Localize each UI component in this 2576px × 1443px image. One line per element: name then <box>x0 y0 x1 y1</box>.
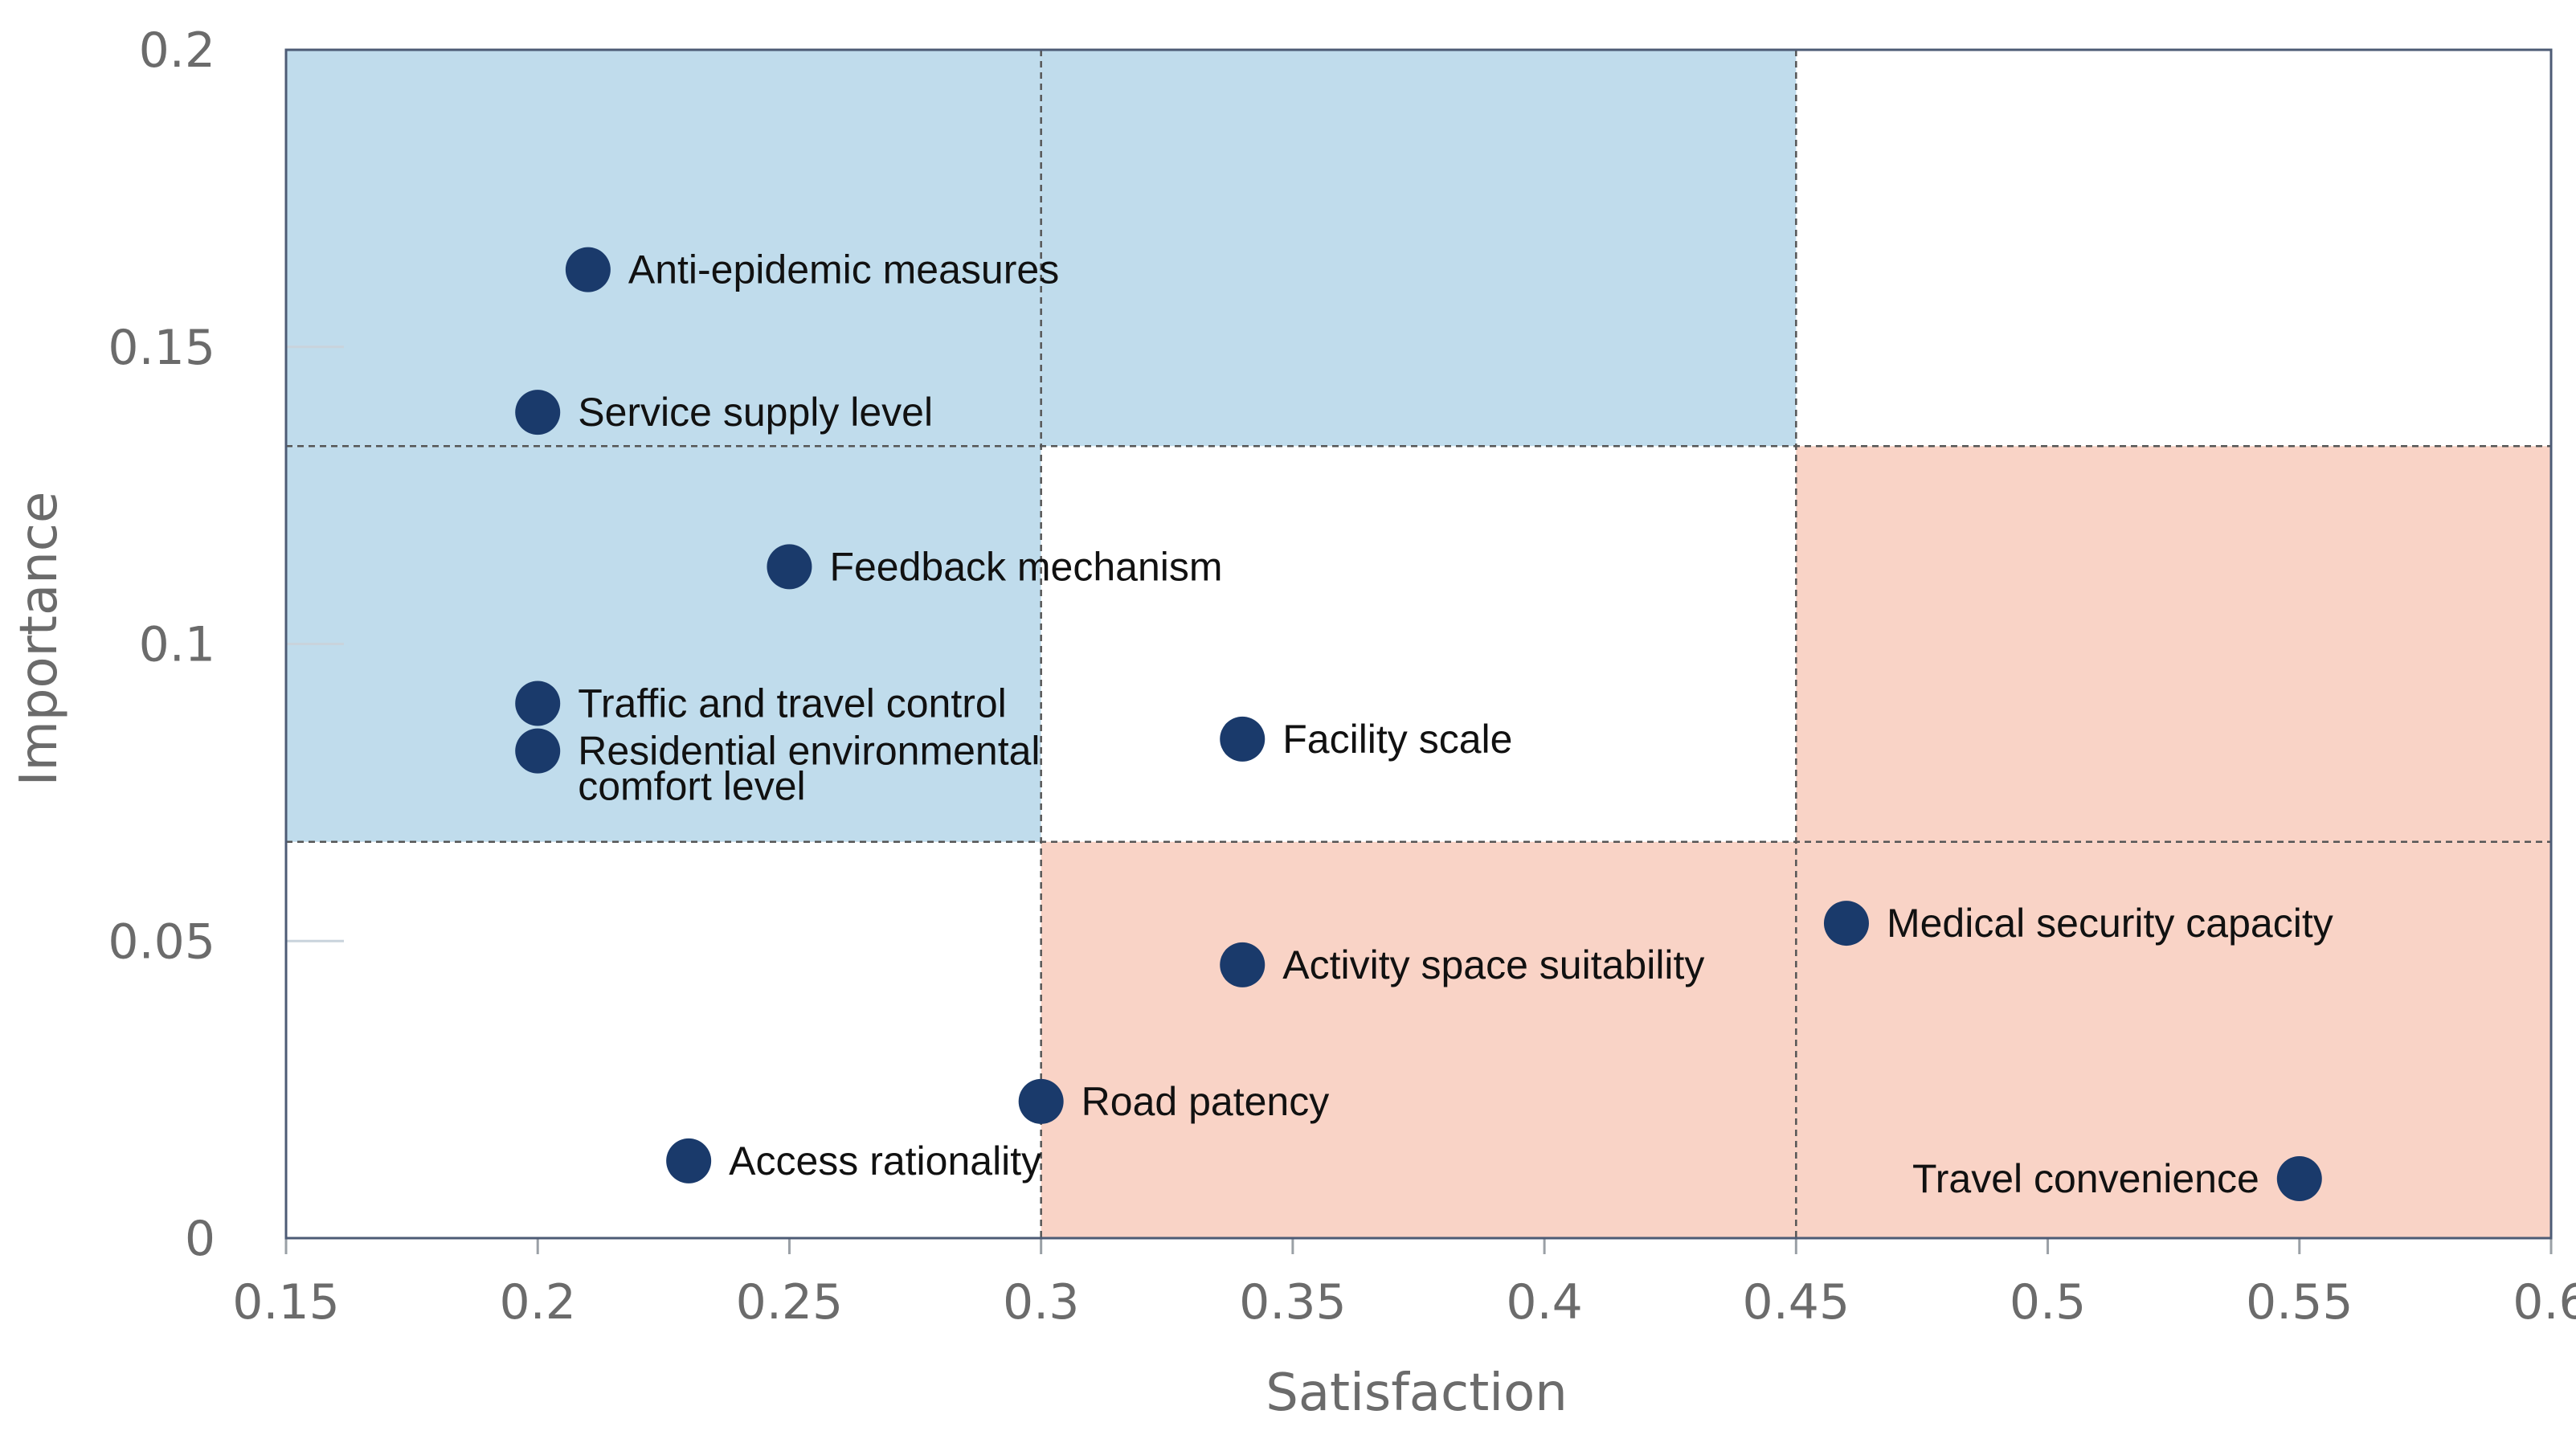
data-point <box>565 247 611 292</box>
x-axis-title: Satisfaction <box>1266 1363 1568 1423</box>
point-label: Travel convenience <box>1912 1156 2259 1201</box>
data-point <box>666 1138 712 1183</box>
x-tick-label: 0.4 <box>1506 1274 1582 1331</box>
y-tick-label: 0 <box>185 1211 215 1267</box>
shaded-regions <box>286 50 2551 1238</box>
x-tick-label: 0.5 <box>2010 1274 2086 1331</box>
x-tick-label: 0.15 <box>232 1274 340 1331</box>
plot-frame <box>284 48 2553 1240</box>
data-points: Anti-epidemic measures Service supply lev… <box>515 247 2333 1202</box>
x-tick-label: 0.2 <box>500 1274 576 1331</box>
x-tick-label: 0.55 <box>2246 1274 2353 1331</box>
y-tick-label: 0.05 <box>108 914 215 970</box>
shaded-region-blue-1 <box>286 446 1041 842</box>
point-label: Activity space suitability <box>1282 942 1704 987</box>
x-tick-label: 0.45 <box>1743 1274 1850 1331</box>
y-tick-label: 0.2 <box>139 22 215 79</box>
x-tick-label: 0.3 <box>1003 1274 1079 1331</box>
data-point <box>2276 1156 2322 1202</box>
data-point <box>515 728 561 774</box>
data-point <box>1220 716 1266 762</box>
data-point <box>515 681 561 726</box>
y-tick-label: 0.1 <box>139 617 215 673</box>
point-label: Access rationality <box>729 1138 1041 1183</box>
y-axis-title: Importance <box>10 492 69 787</box>
quadrant-dividers <box>286 50 2551 1238</box>
point-label: Facility scale <box>1282 717 1512 762</box>
data-point <box>1823 901 1869 946</box>
point-label: Residential environmental comfort level <box>578 729 1040 809</box>
point-label: Anti-epidemic measures <box>628 247 1059 292</box>
data-point <box>1018 1078 1064 1124</box>
point-label: Feedback mechanism <box>829 544 1222 589</box>
point-label: Service supply level <box>578 390 933 435</box>
x-tick-label: 0.6 <box>2513 1274 2576 1331</box>
x-tick-label: 0.35 <box>1239 1274 1347 1331</box>
data-point <box>1220 942 1266 987</box>
point-label: Road patency <box>1082 1079 1330 1124</box>
axis-ticks: 0.15 0.2 0.25 0.3 0.35 0.4 0.45 0.5 0.55 0.6 0 0.05… <box>108 22 2576 1331</box>
point-label: Traffic and travel control <box>578 681 1007 726</box>
y-tick-label: 0.15 <box>108 320 215 376</box>
point-label: Medical security capacity <box>1887 901 2333 946</box>
shaded-region-red-2 <box>1796 446 2551 842</box>
x-tick-label: 0.25 <box>736 1274 844 1331</box>
data-point <box>767 544 812 590</box>
data-point <box>515 390 561 435</box>
